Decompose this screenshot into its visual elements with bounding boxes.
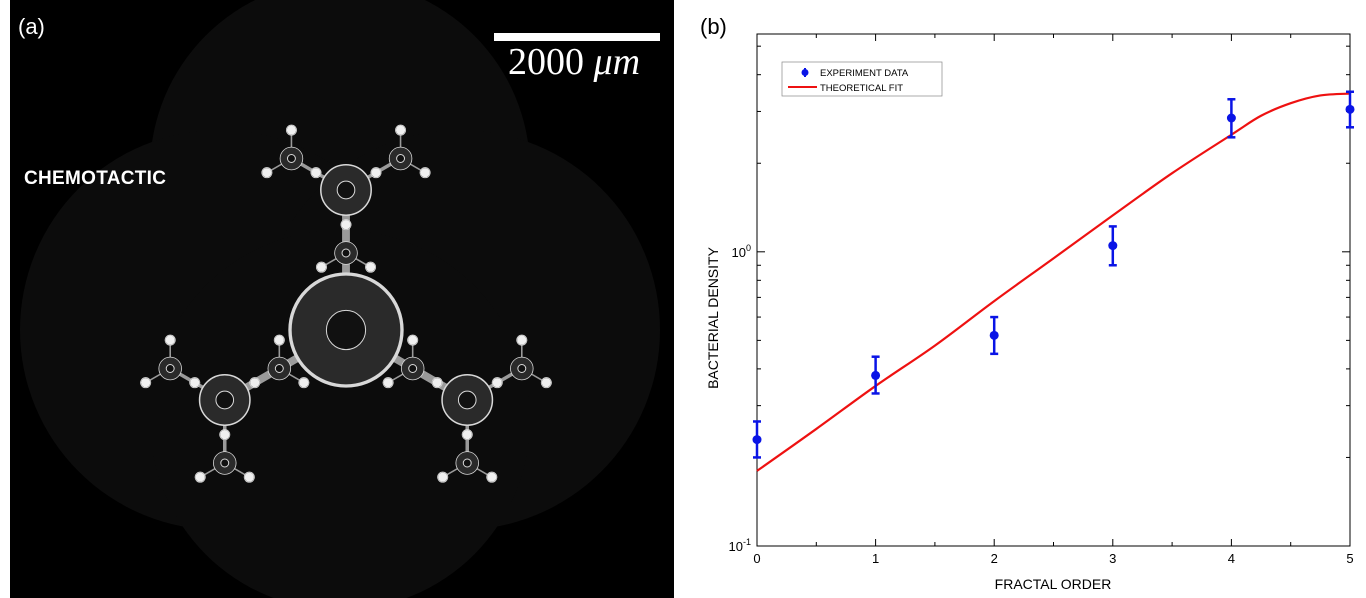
chamber-core bbox=[408, 364, 418, 373]
legend-label-experiment: EXPERIMENT DATA bbox=[820, 68, 909, 79]
panel-b-label: (b) bbox=[700, 14, 727, 39]
end-node bbox=[438, 472, 448, 482]
chamber-core bbox=[396, 154, 406, 163]
end-node bbox=[220, 430, 230, 440]
end-node bbox=[316, 262, 327, 272]
x-tick-label: 5 bbox=[1346, 551, 1353, 566]
micrograph-image: 2000 μm CHEMOTACTIC bbox=[10, 0, 674, 598]
data-point bbox=[752, 435, 762, 445]
end-node bbox=[383, 378, 393, 388]
data-point bbox=[1226, 113, 1236, 123]
end-node bbox=[244, 472, 254, 482]
condition-label: CHEMOTACTIC bbox=[24, 168, 167, 189]
panel-a-label: (a) bbox=[18, 14, 45, 39]
scale-bar bbox=[494, 33, 660, 41]
axis-ticks: 0 1 2 3 4 5 10-1 100 bbox=[729, 34, 1354, 566]
end-node bbox=[432, 378, 442, 388]
chamber-core bbox=[286, 154, 296, 163]
legend-label-fit: THEORETICAL FIT bbox=[820, 83, 903, 94]
x-tick-label: 3 bbox=[1109, 551, 1116, 566]
end-node bbox=[487, 472, 497, 482]
legend-box bbox=[781, 61, 943, 97]
end-node bbox=[250, 378, 260, 388]
y-tick-label: 10-1 bbox=[729, 537, 751, 554]
end-node bbox=[371, 168, 381, 178]
chamber-core bbox=[220, 458, 230, 468]
chamber-core bbox=[274, 364, 284, 373]
data-point bbox=[1108, 241, 1118, 251]
end-node bbox=[286, 125, 297, 135]
chamber-core bbox=[215, 390, 235, 410]
data-point bbox=[1345, 104, 1355, 114]
chamber-core bbox=[165, 364, 175, 373]
end-node bbox=[341, 220, 351, 230]
end-node bbox=[462, 430, 472, 440]
x-tick-label: 4 bbox=[1228, 551, 1235, 566]
end-node bbox=[190, 378, 200, 388]
chamber-core bbox=[517, 364, 527, 373]
end-node bbox=[299, 378, 309, 388]
legend: EXPERIMENT DATA THEORETICAL FIT bbox=[781, 61, 943, 97]
chamber-core bbox=[462, 458, 472, 468]
end-node bbox=[141, 378, 151, 388]
end-node bbox=[492, 378, 502, 388]
x-tick-label: 2 bbox=[991, 551, 998, 566]
end-node bbox=[408, 335, 418, 345]
chamber-core bbox=[457, 390, 477, 410]
chamber-core bbox=[325, 309, 367, 351]
data-point bbox=[989, 330, 999, 340]
end-node bbox=[274, 335, 284, 345]
x-axis-title: FRACTAL ORDER bbox=[995, 576, 1112, 592]
fit-layer bbox=[756, 92, 1351, 472]
chamber-core bbox=[341, 248, 351, 258]
plot-frame bbox=[756, 33, 1351, 547]
end-node bbox=[195, 472, 205, 482]
fit-line bbox=[756, 92, 1351, 472]
x-tick-label: 1 bbox=[872, 551, 879, 566]
end-node bbox=[395, 125, 406, 135]
end-node bbox=[517, 335, 527, 345]
y-tick-label: 100 bbox=[732, 243, 751, 260]
fractal-network-image bbox=[20, 0, 660, 598]
data-point bbox=[871, 370, 881, 380]
tile-shadow bbox=[150, 230, 530, 598]
data-layer bbox=[752, 90, 1355, 459]
end-node bbox=[541, 378, 551, 388]
x-tick-label: 0 bbox=[753, 551, 760, 566]
chamber-core bbox=[336, 180, 356, 200]
end-node bbox=[311, 168, 321, 178]
y-axis-title: BACTERIAL DENSITY bbox=[705, 246, 721, 389]
density-chart: 0 1 2 3 4 5 10-1 100 FRACTAL ORDER BACTERIAL DE… bbox=[705, 33, 1355, 592]
end-node bbox=[262, 168, 272, 178]
end-node bbox=[365, 262, 376, 272]
end-node bbox=[165, 335, 175, 345]
scale-bar-label: 2000 μm bbox=[508, 41, 641, 83]
end-node bbox=[420, 168, 430, 178]
legend-point-swatch bbox=[801, 69, 809, 76]
